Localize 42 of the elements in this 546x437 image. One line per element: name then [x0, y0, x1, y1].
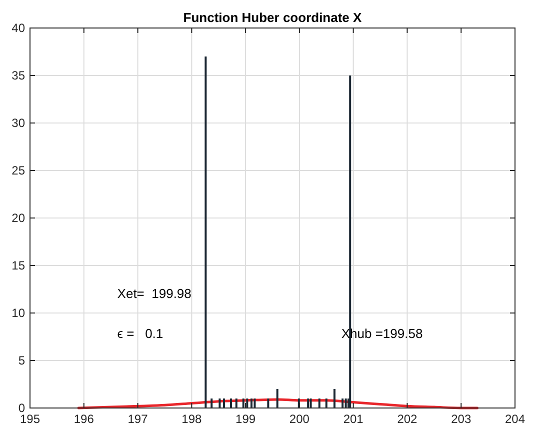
y-tick-label: 25 [12, 164, 26, 178]
x-tick-label: 197 [128, 412, 148, 426]
x-tick-label: 195 [20, 412, 40, 426]
bar [267, 398, 270, 408]
x-tick-label: 198 [182, 412, 202, 426]
x-tick-label: 201 [343, 412, 364, 426]
y-tick-label: 0 [18, 401, 26, 415]
y-tick-label: 10 [12, 306, 26, 320]
annotation: Xet= 199.98 [117, 286, 192, 301]
x-tick-label: 196 [74, 412, 94, 426]
x-tick-label: 203 [451, 412, 472, 426]
chart-title: Function Huber coordinate X [183, 10, 362, 25]
line-series [77, 398, 479, 410]
bar [242, 398, 244, 408]
x-tick-label: 200 [289, 412, 310, 426]
x-tick-label: 204 [504, 412, 526, 426]
x-tick-label: 199 [236, 412, 256, 426]
bar [333, 389, 336, 408]
bar [250, 398, 252, 408]
bar [235, 398, 238, 408]
y-tick-label: 30 [12, 116, 26, 130]
y-tick-label: 20 [12, 211, 26, 225]
x-tick-label: 202 [397, 412, 418, 426]
y-tick-label: 35 [12, 68, 26, 82]
annotation: ϵ = 0.1 [117, 326, 164, 341]
bar [344, 398, 347, 408]
bar [342, 398, 344, 408]
bar [210, 398, 213, 408]
bar [218, 398, 221, 408]
bar [276, 389, 278, 408]
bar [246, 398, 248, 408]
bar [223, 398, 225, 408]
bar [230, 398, 232, 408]
y-tick-label: 40 [12, 21, 26, 35]
bar [254, 398, 256, 408]
y-tick-label: 5 [18, 354, 26, 368]
bar [318, 398, 320, 408]
y-tick-label: 15 [12, 258, 26, 272]
bar [307, 398, 310, 408]
bar [204, 56, 207, 408]
bar [325, 398, 328, 408]
bar [310, 398, 312, 408]
